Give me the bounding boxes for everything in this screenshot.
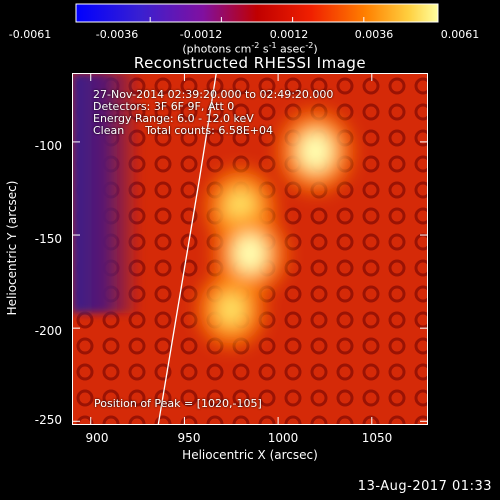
colorbar-tick: 0.0012 xyxy=(269,28,309,41)
y-tick-label: -100 xyxy=(34,139,62,153)
x-tick-label: 950 xyxy=(177,431,201,445)
x-tick-label: 1050 xyxy=(361,431,393,445)
chart-title: Reconstructed RHESSI Image xyxy=(133,54,367,72)
colorbar-gradient xyxy=(75,3,439,23)
generation-timestamp: 13-Aug-2017 01:33 xyxy=(357,479,492,494)
x-tick-label: 1000 xyxy=(267,431,299,445)
annotation-counts: Clean Total counts: 6.58E+04 xyxy=(93,124,274,137)
y-tick-label: -250 xyxy=(34,413,62,427)
colorbar-tick: -0.0061 xyxy=(8,28,52,41)
colorbar xyxy=(75,3,439,23)
x-axis-label: Heliocentric X (arcsec) xyxy=(182,448,318,462)
y-tick-label: -200 xyxy=(34,324,62,338)
solar-limb-line xyxy=(157,73,217,425)
colorbar-unit: (photons cm-2 s-1 asec-2) xyxy=(182,41,318,56)
colorbar-tick: -0.0012 xyxy=(179,28,223,41)
source-core xyxy=(215,291,247,328)
y-axis-label: Heliocentric Y (arcsec) xyxy=(5,180,19,316)
heatmap-negative-region xyxy=(72,73,142,313)
source-core xyxy=(297,130,334,173)
annotation-time: 27-Nov-2014 02:39:20.000 to 02:49:20.000 xyxy=(93,88,334,101)
annotation-detectors: Detectors: 3F 6F 9F, Att 0 xyxy=(93,100,235,113)
y-tick-label: -150 xyxy=(34,232,62,246)
colorbar-tick: -0.0036 xyxy=(95,28,139,41)
source-core xyxy=(232,233,268,275)
heatmap-plot xyxy=(72,73,428,425)
peak-position-label: Position of Peak = [1020,-105] xyxy=(94,397,262,410)
annotation-energy: Energy Range: 6.0 - 12.0 keV xyxy=(93,112,254,125)
colorbar-tick: 0.0036 xyxy=(354,28,394,41)
x-tick-label: 900 xyxy=(85,431,109,445)
colorbar-tick: 0.0061 xyxy=(440,28,480,41)
